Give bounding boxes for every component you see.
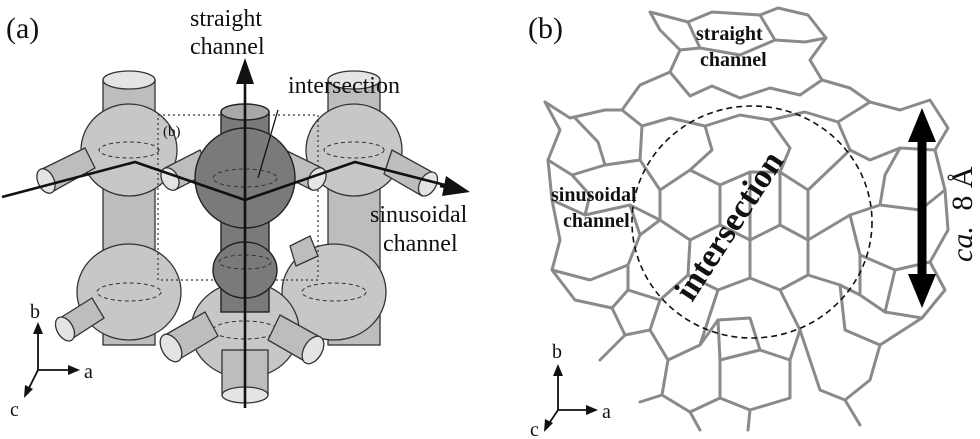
axes-triad-b: b a c <box>530 341 611 439</box>
intersection-pointer <box>257 109 279 179</box>
sinusoidal-channel-label-b-line1: sinusoidal <box>551 184 637 206</box>
intersection-circle <box>631 105 873 339</box>
unit-cell-marker: (b) <box>163 124 181 140</box>
axes-triad-a: b a c <box>10 301 93 421</box>
sinusoidal-channel-label-line2: channel <box>383 231 458 257</box>
axis-c-label-b: c <box>530 419 539 439</box>
sinusoidal-channel-label-line1: sinusoidal <box>370 202 468 228</box>
straight-channel-label-line1: straight <box>190 6 262 32</box>
axis-a-label-a: a <box>84 361 93 383</box>
intersection-label: intersection <box>288 73 400 99</box>
framework-structure <box>543 6 950 432</box>
panel-a-label: (a) <box>6 12 39 45</box>
svg-text:ca. 8 Å: ca. 8 Å <box>946 166 979 262</box>
dimension-prefix: ca. <box>946 226 979 262</box>
dimension-arrow <box>908 108 936 308</box>
axis-b-label-b: b <box>552 341 562 363</box>
straight-channel-label-line2: channel <box>190 34 265 60</box>
panel-b: (b) <box>528 6 979 439</box>
dimension-value: 8 Å <box>946 166 979 211</box>
straight-channel-label-b-line2: channel <box>700 49 767 71</box>
axis-b-label-a: b <box>30 301 40 323</box>
sinusoidal-arrowhead <box>442 176 470 196</box>
panel-a: (a) <box>1 6 470 421</box>
straight-channel-label-b-line1: straight <box>696 23 763 45</box>
panel-b-label: (b) <box>528 12 563 45</box>
tube-back-right <box>281 70 439 346</box>
sinusoidal-channel-label-b-line2: channel <box>563 210 630 232</box>
axis-a-label-b: a <box>602 401 611 423</box>
axis-c-label-a: c <box>10 399 19 421</box>
straight-arrowhead <box>236 58 254 84</box>
intersection-label-b: intersection <box>668 145 792 308</box>
tube-back-left <box>36 70 182 346</box>
dimension-label: ca. 8 Å <box>946 166 979 262</box>
